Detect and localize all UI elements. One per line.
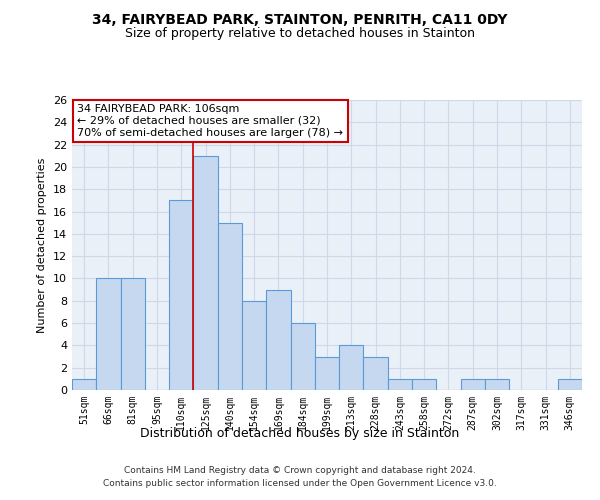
Bar — [72, 379, 96, 390]
Bar — [315, 356, 339, 390]
Bar — [364, 356, 388, 390]
Text: Distribution of detached houses by size in Stainton: Distribution of detached houses by size … — [140, 428, 460, 440]
Bar — [290, 323, 315, 390]
Y-axis label: Number of detached properties: Number of detached properties — [37, 158, 47, 332]
Bar — [412, 379, 436, 390]
Text: 34 FAIRYBEAD PARK: 106sqm
← 29% of detached houses are smaller (32)
70% of semi-: 34 FAIRYBEAD PARK: 106sqm ← 29% of detac… — [77, 104, 343, 138]
Bar — [121, 278, 145, 390]
Text: 34, FAIRYBEAD PARK, STAINTON, PENRITH, CA11 0DY: 34, FAIRYBEAD PARK, STAINTON, PENRITH, C… — [92, 12, 508, 26]
Bar — [461, 379, 485, 390]
Bar — [193, 156, 218, 390]
Bar — [558, 379, 582, 390]
Bar — [169, 200, 193, 390]
Bar — [339, 346, 364, 390]
Bar — [266, 290, 290, 390]
Bar — [242, 301, 266, 390]
Bar — [218, 222, 242, 390]
Bar — [96, 278, 121, 390]
Bar — [388, 379, 412, 390]
Text: Contains HM Land Registry data © Crown copyright and database right 2024.
Contai: Contains HM Land Registry data © Crown c… — [103, 466, 497, 487]
Bar — [485, 379, 509, 390]
Text: Size of property relative to detached houses in Stainton: Size of property relative to detached ho… — [125, 28, 475, 40]
